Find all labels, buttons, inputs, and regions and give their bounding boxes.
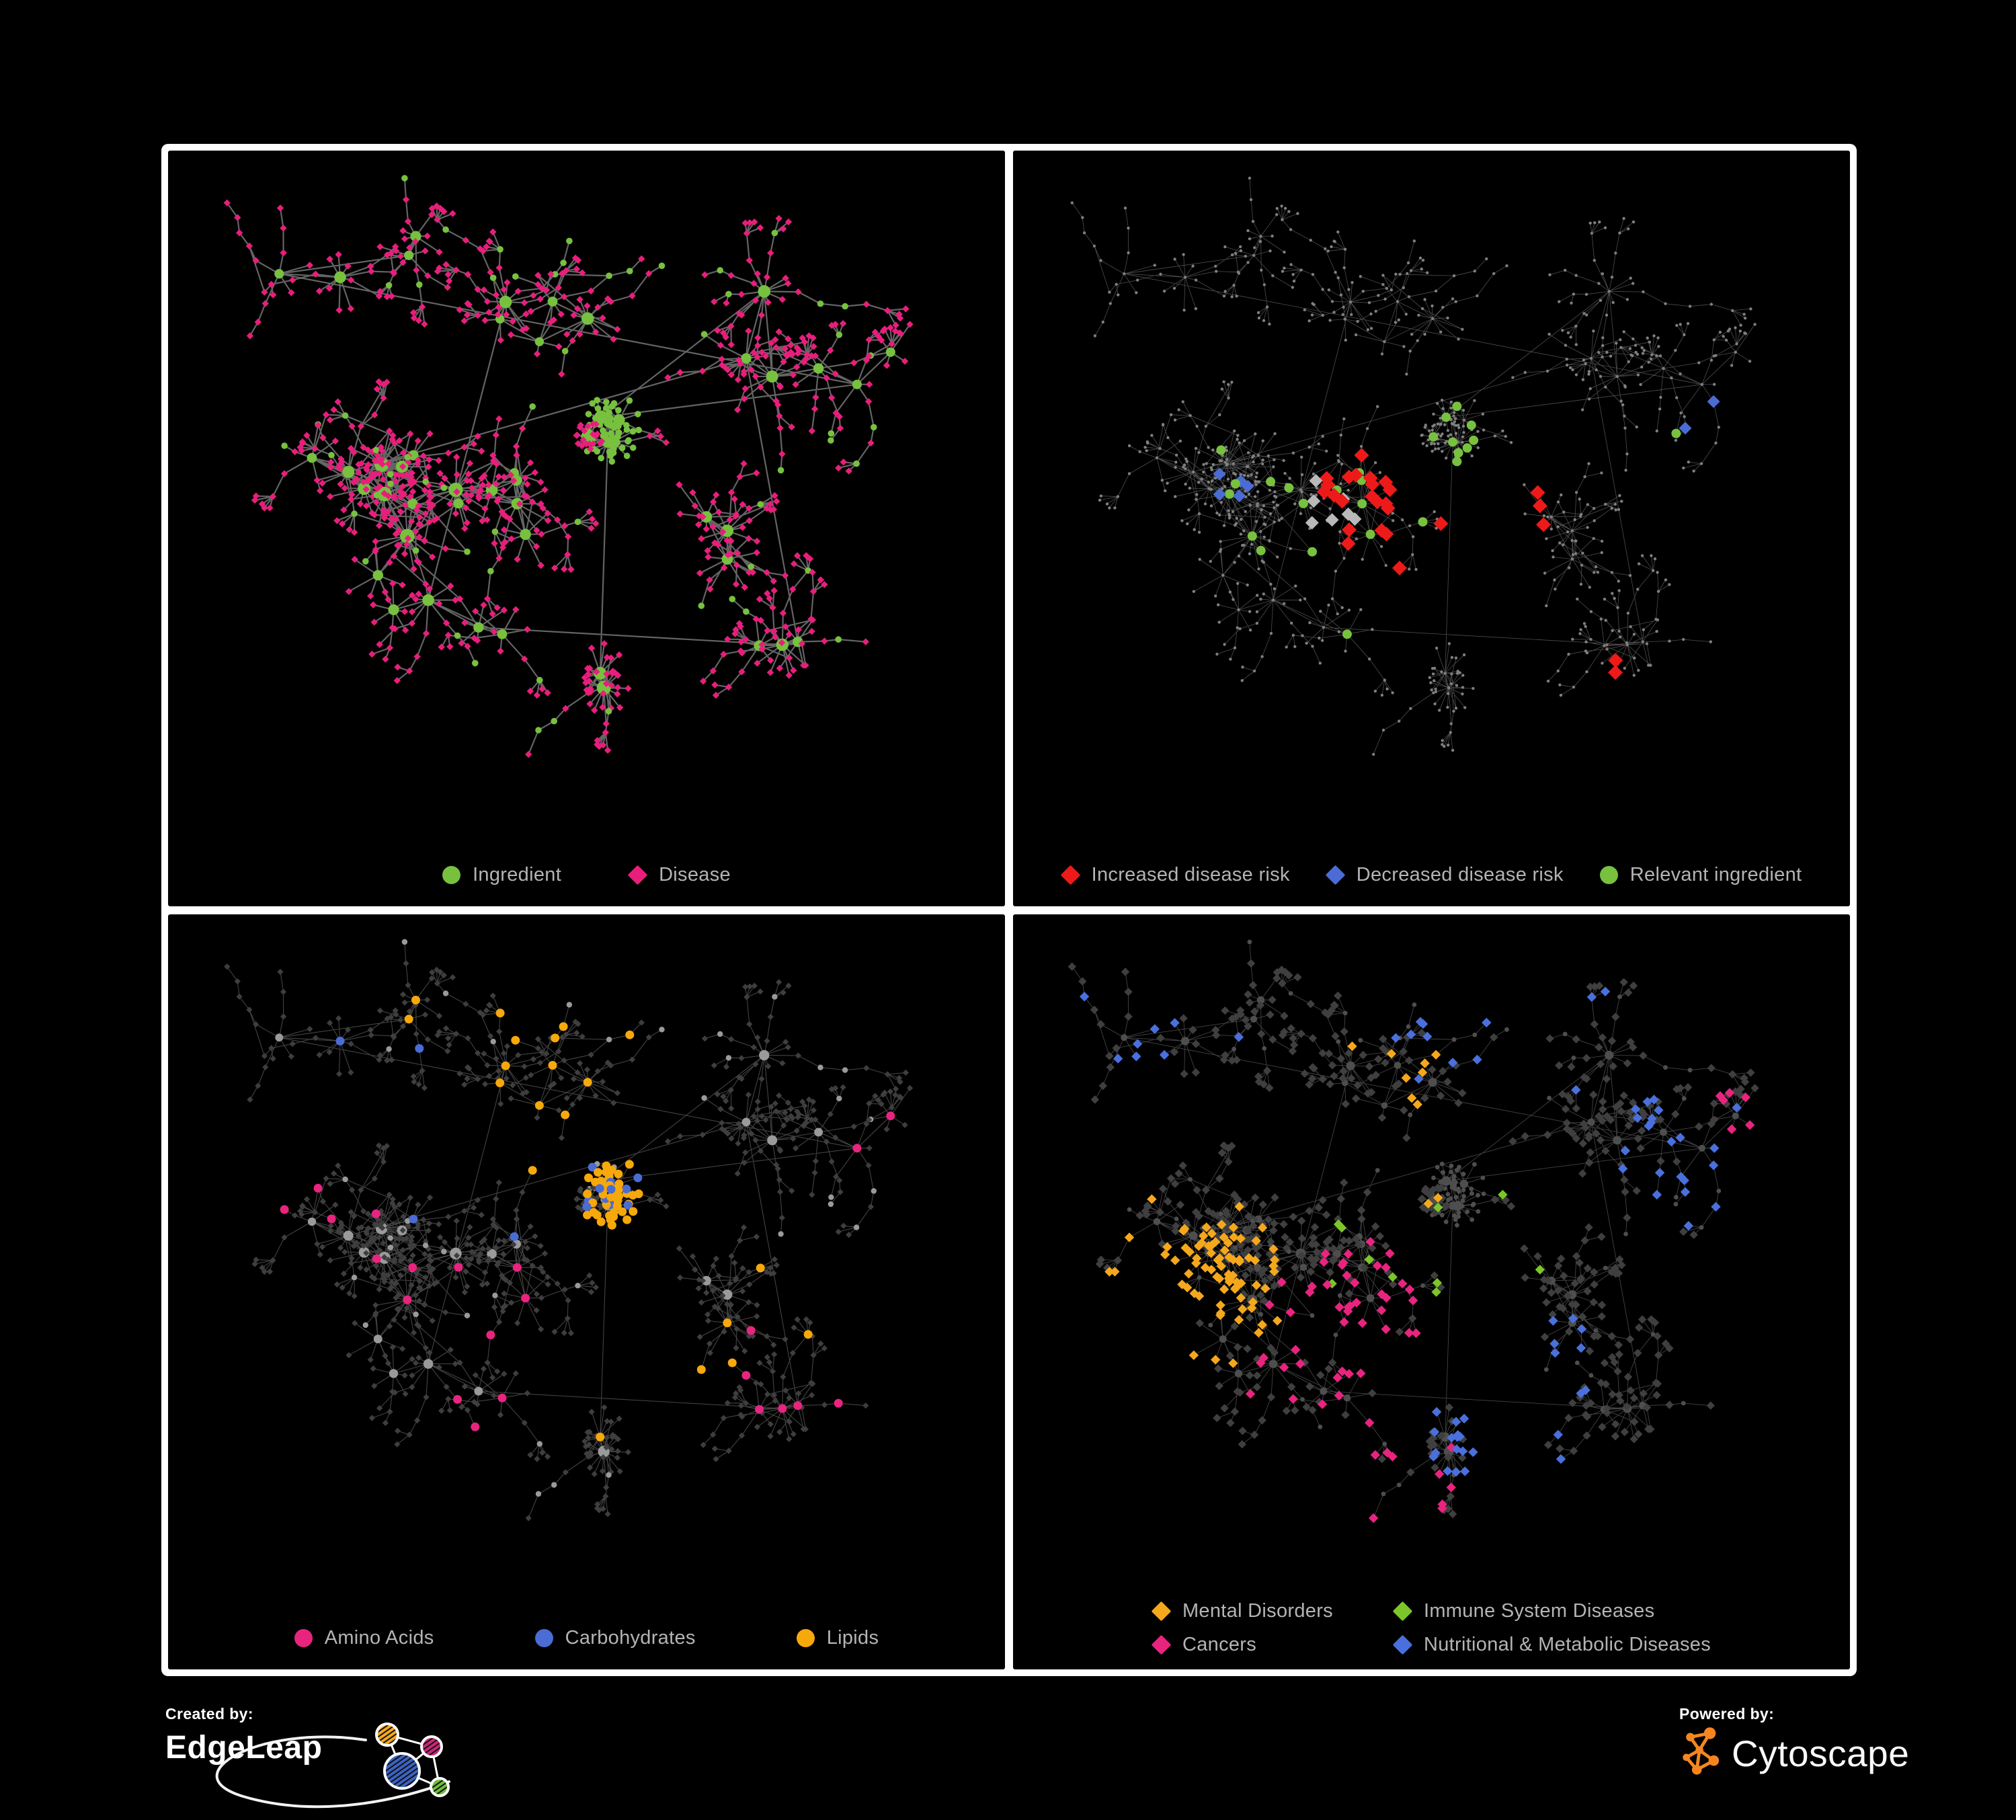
mental-disorders-marker-icon bbox=[1151, 1601, 1172, 1622]
panel-grid: Ingredient Disease Increased disease ris… bbox=[161, 144, 1857, 1676]
legend-label: Lipids bbox=[826, 1627, 879, 1649]
decreased-risk-marker-icon bbox=[1325, 865, 1346, 885]
legend-label: Nutritional & Metabolic Diseases bbox=[1423, 1634, 1711, 1655]
network-graph-disease-risk bbox=[1070, 176, 1757, 756]
legend-label: Immune System Diseases bbox=[1423, 1600, 1655, 1622]
panel-nutrient-classes: Amino Acids Carbohydrates Lipids bbox=[168, 914, 1005, 1669]
nutritional-metabolic-marker-icon bbox=[1392, 1634, 1413, 1655]
legend-label: Disease bbox=[659, 863, 731, 885]
cancers-marker-icon bbox=[1151, 1634, 1172, 1655]
legend-item: Cancers bbox=[1151, 1634, 1333, 1656]
legend-item: Relevant ingredient bbox=[1599, 863, 1802, 886]
increased-risk-marker-icon bbox=[1060, 865, 1080, 885]
edgeleap-logo-icon bbox=[215, 1723, 450, 1809]
lipids-marker-icon bbox=[796, 1629, 815, 1647]
immune-system-marker-icon bbox=[1392, 1601, 1413, 1622]
legend-item: Immune System Diseases bbox=[1392, 1600, 1711, 1622]
relevant-ingredient-marker-icon bbox=[1599, 865, 1618, 884]
legend-item: Nutritional & Metabolic Diseases bbox=[1392, 1634, 1711, 1656]
amino-acids-marker-icon bbox=[294, 1629, 313, 1647]
legend-label: Increased disease risk bbox=[1091, 863, 1290, 885]
panel-disease-classes: Mental Disorders Immune System Diseases … bbox=[1013, 914, 1850, 1669]
legend: Increased disease risk Decreased disease… bbox=[1013, 864, 1850, 886]
legend-label: Carbohydrates bbox=[565, 1627, 696, 1649]
legend-item: Lipids bbox=[796, 1627, 879, 1649]
edgeleap-credit: Created by: EdgeLeap bbox=[165, 1705, 515, 1818]
legend: Ingredient Disease bbox=[168, 864, 1005, 886]
legend-item: Increased disease risk bbox=[1060, 863, 1290, 886]
legend-item: Ingredient bbox=[442, 864, 561, 886]
cytoscape-logo-icon bbox=[1683, 1727, 1720, 1775]
panel-disease-risk: Increased disease risk Decreased disease… bbox=[1013, 151, 1850, 906]
legend-item: Amino Acids bbox=[294, 1627, 434, 1649]
legend-label: Ingredient bbox=[473, 863, 562, 885]
legend-label: Relevant ingredient bbox=[1629, 863, 1802, 885]
powered-by-label: Powered by: bbox=[1679, 1705, 1775, 1723]
cytoscape-credit: Powered by: Cytoscape bbox=[1679, 1705, 1988, 1813]
legend-label: Cancers bbox=[1182, 1634, 1257, 1655]
legend-label: Decreased disease risk bbox=[1356, 863, 1564, 885]
edgeleap-wordmark: EdgeLeap bbox=[165, 1730, 323, 1766]
ingredient-marker-icon bbox=[442, 865, 461, 884]
legend: Amino Acids Carbohydrates Lipids bbox=[168, 1627, 1005, 1649]
created-by-label: Created by: bbox=[165, 1705, 253, 1723]
network-graph-ingredient-disease bbox=[223, 175, 914, 758]
legend-item: Mental Disorders bbox=[1151, 1600, 1333, 1622]
cytoscape-wordmark: Cytoscape bbox=[1732, 1733, 1910, 1774]
disease-marker-icon bbox=[627, 865, 648, 885]
network-graph-disease-classes bbox=[1067, 939, 1759, 1523]
network-graph-nutrient-classes bbox=[224, 939, 914, 1521]
panel-ingredient-disease: Ingredient Disease bbox=[168, 151, 1005, 906]
legend-label: Mental Disorders bbox=[1182, 1600, 1333, 1622]
legend: Mental Disorders Immune System Diseases … bbox=[1013, 1600, 1850, 1656]
legend-item: Disease bbox=[627, 863, 731, 886]
legend-item: Decreased disease risk bbox=[1325, 863, 1564, 886]
legend-label: Amino Acids bbox=[324, 1627, 434, 1649]
legend-item: Carbohydrates bbox=[534, 1627, 696, 1649]
carbohydrates-marker-icon bbox=[534, 1629, 553, 1647]
